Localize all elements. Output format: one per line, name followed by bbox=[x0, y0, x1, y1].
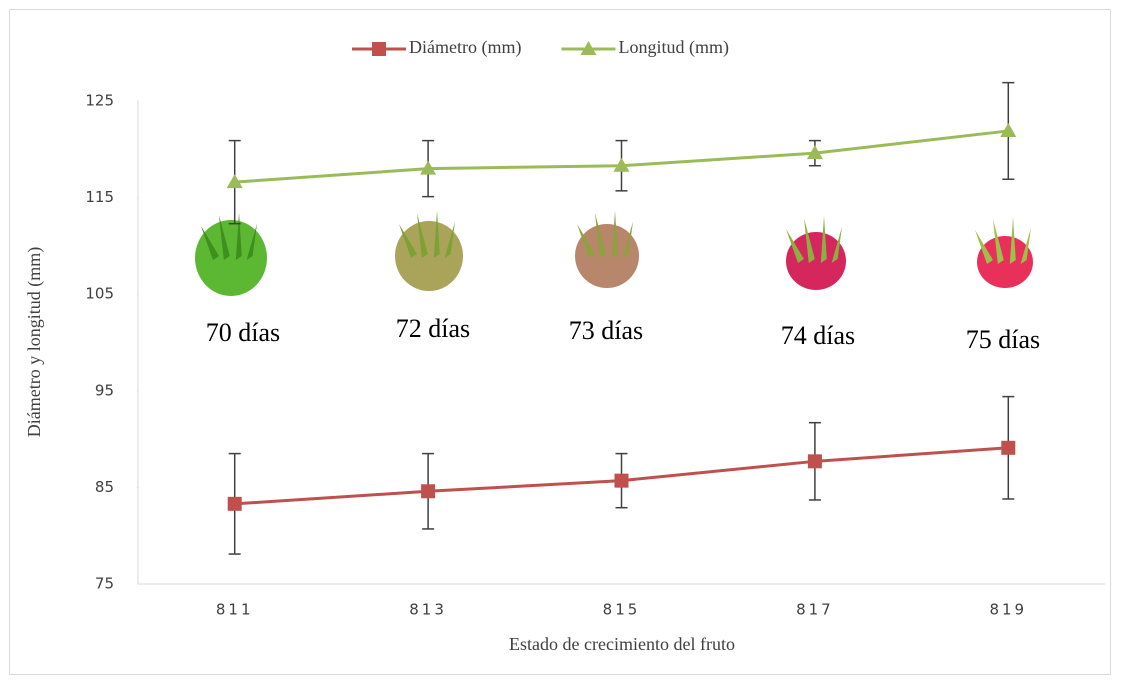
annotation: 75 días bbox=[966, 325, 1040, 354]
y-tick-label: 95 bbox=[95, 381, 114, 399]
y-tick-label: 85 bbox=[95, 478, 114, 496]
point-marker bbox=[1001, 441, 1015, 455]
legend-marker bbox=[372, 42, 386, 56]
y-tick-label: 105 bbox=[85, 285, 114, 303]
x-tick-label: 815 bbox=[603, 601, 641, 619]
legend-label: Diámetro (mm) bbox=[409, 37, 521, 58]
y-tick-label: 125 bbox=[85, 92, 114, 110]
x-tick-label: 811 bbox=[216, 601, 254, 619]
chart-border bbox=[10, 10, 1111, 675]
fruit-image bbox=[977, 236, 1033, 288]
point-marker bbox=[228, 497, 242, 511]
point-marker bbox=[615, 474, 629, 488]
fruit-image bbox=[786, 232, 846, 290]
x-tick-label: 819 bbox=[989, 601, 1027, 619]
chart: Diámetro y longitud (mm) Estado de creci… bbox=[0, 0, 1122, 684]
y-tick-label: 75 bbox=[95, 575, 114, 593]
annotation: 74 días bbox=[781, 321, 855, 350]
point-marker bbox=[421, 484, 435, 498]
legend-label: Longitud (mm) bbox=[618, 37, 729, 58]
x-tick-label: 817 bbox=[796, 601, 834, 619]
fruit-image bbox=[575, 224, 639, 288]
y-axis-title: Diámetro y longitud (mm) bbox=[24, 247, 45, 437]
y-tick-label: 115 bbox=[85, 188, 114, 206]
annotation: 70 días bbox=[206, 318, 280, 347]
annotation: 72 días bbox=[396, 314, 470, 343]
annotation: 73 días bbox=[569, 316, 643, 345]
fruit-image bbox=[195, 220, 267, 296]
x-tick-label: 813 bbox=[409, 601, 447, 619]
x-axis-title: Estado de crecimiento del fruto bbox=[509, 634, 735, 654]
point-marker bbox=[808, 454, 822, 468]
